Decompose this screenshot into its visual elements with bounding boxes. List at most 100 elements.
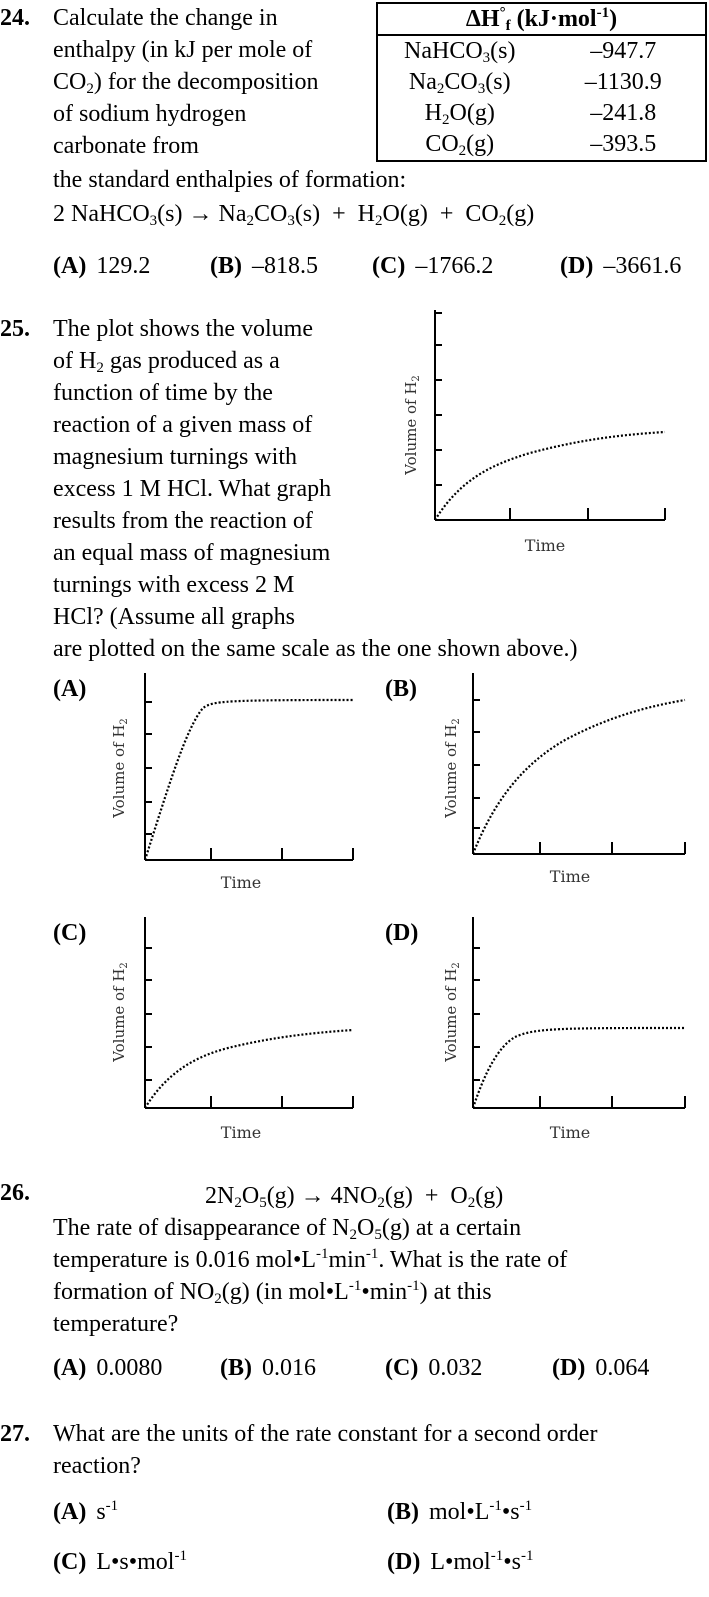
species-cell: NaHCO3(s) [404,38,516,66]
option-d-graph[interactable]: Volume of H2 Time [440,912,700,1162]
table-row: NaHCO3(s) –947.7 [377,35,706,67]
value-cell: –393.5 [590,131,657,157]
option-text: –818.5 [252,253,318,279]
q26-line-5: temperature? [53,1311,179,1337]
q25-line-7: results from the reaction of [53,508,313,534]
q26-line-2: The rate of disappearance of N2O5(g) at … [53,1215,522,1243]
question-24-number: 24. [0,5,30,31]
curve-option-b [471,698,686,855]
option-text: –1766.2 [415,253,494,279]
curve-option-a [143,698,354,861]
table-row: CO2(g) –393.5 [377,129,706,161]
q25-line-2: of H2 gas produced as a [53,348,280,376]
q24-equation: 2 NaHCO3(s) → Na2CO3(s) + H2O(g) + CO2(g… [53,201,535,229]
q26-option-a[interactable]: (A) 0.0080 [53,1352,162,1384]
q27-option-c[interactable]: (C) L•s•mol-1 [53,1546,187,1578]
q26-option-d[interactable]: (D) 0.064 [552,1352,649,1384]
option-label: (B) [220,1355,252,1381]
q25-line-10: HCl? (Assume all graphs [53,604,295,630]
option-label: (A) [53,1499,87,1525]
q24-option-d[interactable]: (D) –3661.6 [560,250,681,282]
option-label: (C) [53,1549,87,1575]
option-label: (D) [560,253,594,279]
graph-y-label: Volume of H2 [442,962,462,1063]
graph-x-label: Time [550,867,590,886]
q25-line-1: The plot shows the volume [53,316,313,342]
q24-line-5: carbonate from [53,133,199,159]
q25-line-5: magnesium turnings with [53,444,297,470]
q26-option-c[interactable]: (C) 0.032 [385,1352,482,1384]
q26-equation: 2N2O5(g) → 4NO2(g) + O2(g) [205,1183,504,1211]
option-text: 129.2 [96,253,151,279]
q24-option-b[interactable]: (B) –818.5 [210,250,318,282]
option-label: (B) [387,1499,419,1525]
q27-option-a[interactable]: (A) s-1 [53,1496,118,1528]
graph-x-label: Time [221,1123,261,1142]
q25-option-a[interactable]: (A) [53,676,87,702]
question-27-number: 27. [0,1421,30,1447]
x-ticks [509,508,666,520]
curve-option-c [144,1028,354,1109]
option-label: (A) [53,253,87,279]
option-text: 0.064 [595,1355,650,1381]
option-text: 0.016 [262,1355,316,1381]
q25-line-6: excess 1 M HCl. What graph [53,476,332,502]
q25-line-11: are plotted on the same scale as the one… [53,636,578,662]
option-text: mol•L-1•s-1 [429,1498,533,1526]
species-cell: H2O(g) [424,100,495,128]
graph-y-label: Volume of H2 [110,718,130,819]
q26-option-b[interactable]: (B) 0.016 [220,1352,316,1384]
enthalpy-table: ΔH°f (kJ·mol-1) NaHCO3(s) –947.7 Na2CO3(… [376,2,707,162]
graph-y-label: Volume of H2 [442,718,462,819]
graph-x-label: Time [221,873,261,892]
q27-option-d[interactable]: (D) L•mol-1•s-1 [387,1546,533,1578]
table-row: H2O(g) –241.8 [377,98,706,129]
q24-option-c[interactable]: (C) –1766.2 [372,250,493,282]
q24-line-1: Calculate the change in [53,5,278,31]
q26-line-4: formation of NO2(g) (in mol•L-1•min-1) a… [53,1278,492,1307]
species-cell: CO2(g) [425,131,495,159]
option-label: (C) [385,1355,419,1381]
q25-line-3: function of time by the [53,380,273,406]
table-row: Na2CO3(s) –1130.9 [377,67,706,98]
option-label: (A) [53,1355,87,1381]
value-cell: –1130.9 [584,69,662,95]
option-text: –3661.6 [603,253,682,279]
q25-line-8: an equal mass of magnesium [53,540,331,566]
option-text: s-1 [96,1498,119,1526]
y-ticks [435,312,442,486]
q27-line-2: reaction? [53,1453,141,1479]
q27-line-1: What are the units of the rate constant … [53,1421,598,1447]
q25-option-d[interactable]: (D) [385,920,419,946]
value-cell: –947.7 [590,38,657,64]
q25-option-c[interactable]: (C) [53,920,87,946]
option-text: 0.032 [428,1355,483,1381]
option-c-graph[interactable]: Volume of H2 Time [108,912,368,1162]
q24-line-6: the standard enthalpies of formation: [53,167,407,193]
graph-x-label: Time [525,536,565,555]
graph-y-label: Volume of H2 [110,962,130,1063]
value-cell: –241.8 [590,100,657,126]
graph-y-label: Volume of H2 [402,375,422,476]
option-label: (B) [210,253,242,279]
q27-option-b[interactable]: (B) mol•L-1•s-1 [387,1496,532,1528]
enthalpy-table-header: ΔH°f (kJ·mol-1) [377,3,706,36]
q24-line-3: CO2) for the decomposition [53,69,319,97]
option-label: (D) [552,1355,586,1381]
q24-line-2: enthalpy (in kJ per mole of [53,37,313,63]
curve-option-d [471,1026,686,1109]
q26-line-3: temperature is 0.016 mol•L-1min-1. What … [53,1246,568,1274]
option-text: L•s•mol-1 [96,1548,187,1576]
q25-line-4: reaction of a given mass of [53,412,313,438]
option-text: 0.0080 [96,1355,163,1381]
main-volume-time-graph: Volume of H2 Time [402,310,666,555]
option-b-graph[interactable]: Volume of H2 Time [440,668,700,908]
option-a-graph[interactable]: Volume of H2 Time [108,668,368,908]
q25-option-b[interactable]: (B) [385,676,417,702]
species-cell: Na2CO3(s) [408,69,511,97]
q24-option-a[interactable]: (A) 129.2 [53,250,150,282]
question-26-number: 26. [0,1180,30,1206]
question-25-number: 25. [0,316,30,342]
option-label: (C) [372,253,406,279]
curve-main [434,430,666,521]
